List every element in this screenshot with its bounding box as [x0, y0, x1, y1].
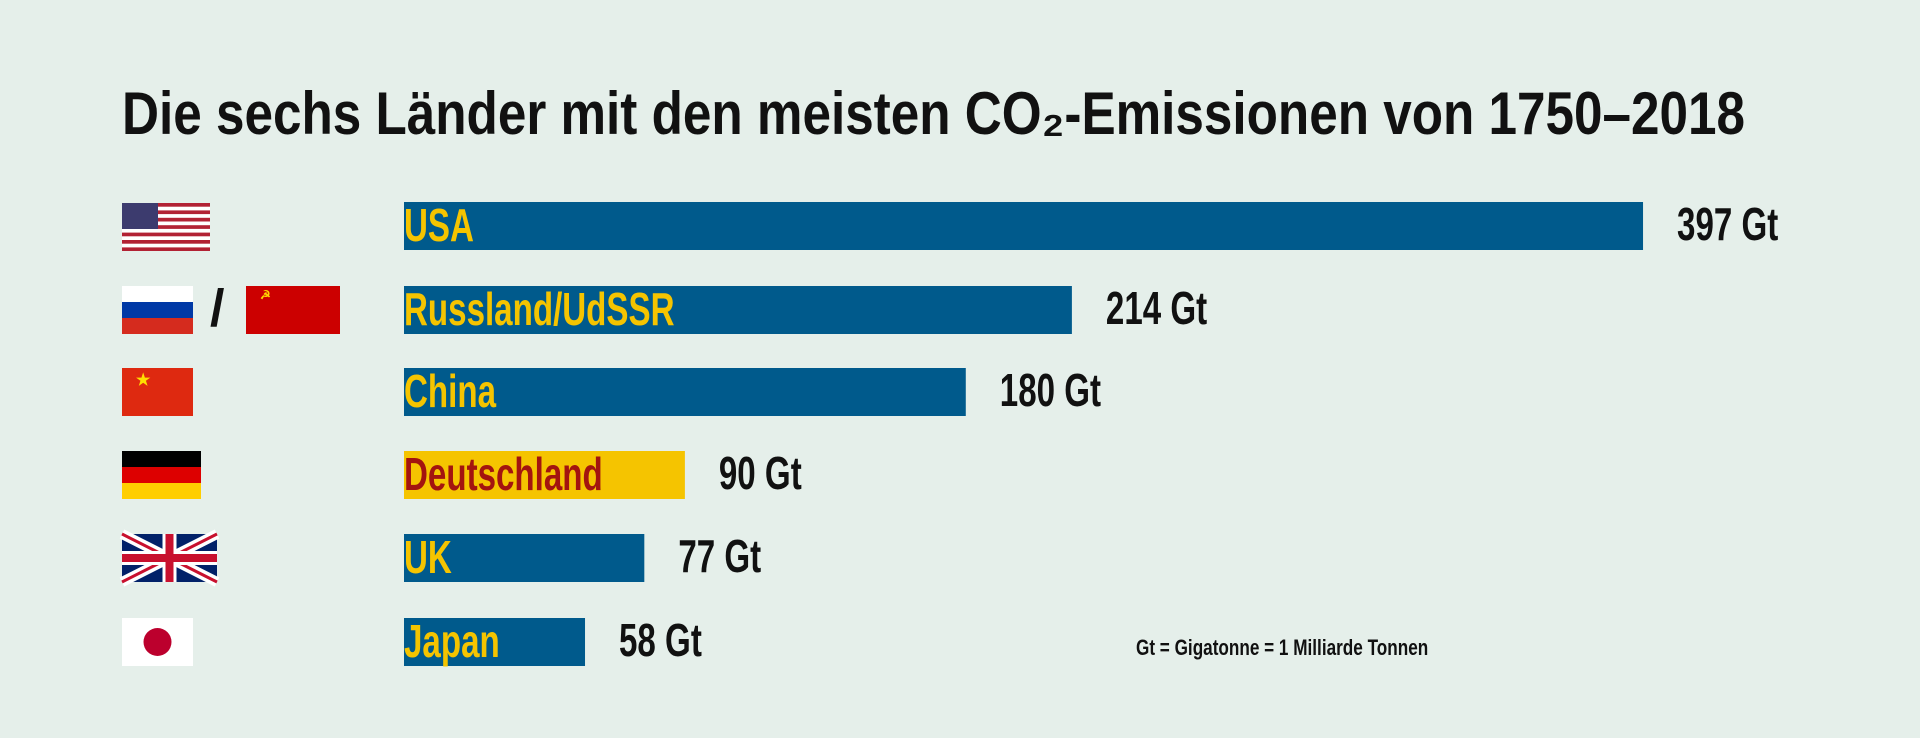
flag-russia — [122, 286, 193, 334]
bar — [404, 286, 1072, 334]
flag-ussr: ☭ — [246, 286, 340, 334]
value-label: 214 Gt — [1106, 284, 1207, 334]
category-label: Russland/UdSSR — [404, 285, 675, 335]
value-label: 180 Gt — [1000, 366, 1101, 416]
flag-usa — [122, 203, 210, 251]
value-label: 397 Gt — [1677, 200, 1778, 250]
value-label: 90 Gt — [719, 449, 802, 499]
bar — [404, 451, 685, 499]
flag-uk — [119, 529, 220, 587]
note: Gt = Gigatonne = 1 Milliarde Tonnen — [1136, 636, 1428, 661]
category-label: Japan — [404, 617, 500, 667]
value-label: 58 Gt — [619, 616, 702, 666]
category-label: Deutschland — [404, 450, 603, 500]
svg-text:☭: ☭ — [260, 288, 271, 302]
category-label: UK — [404, 533, 452, 583]
bar — [404, 368, 966, 416]
value-label: 77 Gt — [678, 532, 761, 582]
bar — [404, 618, 586, 666]
category-label: China — [404, 367, 497, 417]
category-label: USA — [404, 201, 474, 251]
flag-japan — [122, 618, 193, 666]
flag-separator: / — [210, 280, 224, 338]
flag-china: ★ — [122, 368, 193, 416]
svg-text:★: ★ — [136, 372, 151, 389]
bar — [404, 202, 1644, 250]
bar — [404, 534, 645, 582]
flag-germany — [122, 451, 201, 499]
chart-title: Die sechs Länder mit den meisten CO₂-Emi… — [122, 80, 1745, 147]
